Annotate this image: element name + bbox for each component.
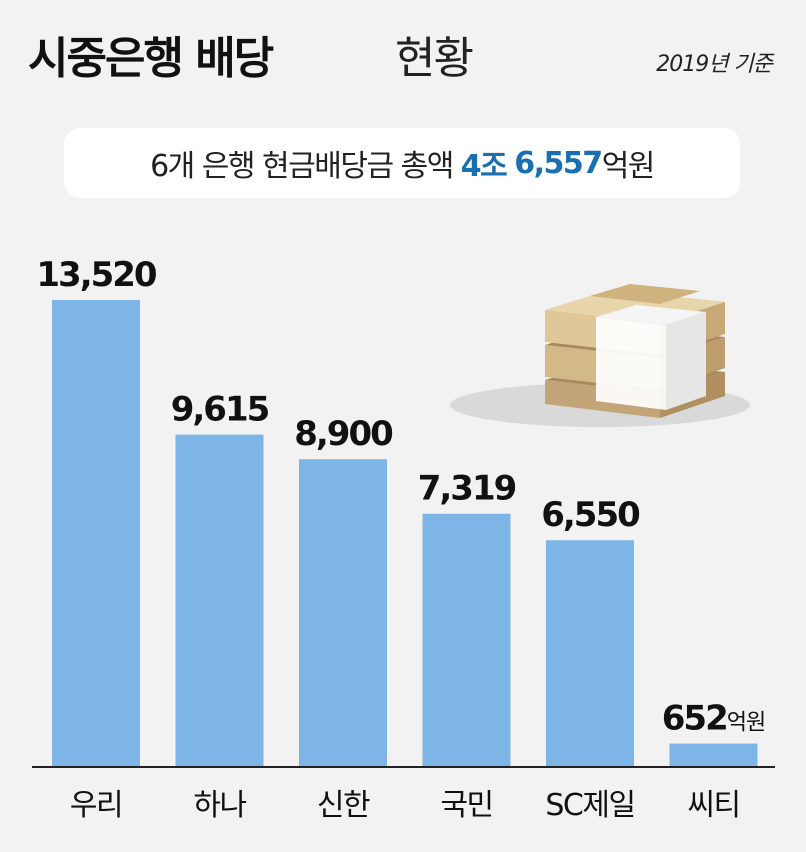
value-label-4: 6,550: [541, 495, 640, 535]
value-unit-label: 억원: [727, 711, 765, 736]
page-title: 시중은행 배당: [28, 33, 274, 84]
category-label-1: 하나: [193, 788, 246, 823]
value-label-5: 652억원: [662, 699, 765, 739]
category-label-4: SC제일: [545, 788, 634, 823]
value-label-1: 9,615: [171, 390, 269, 430]
bar-1: [175, 434, 264, 766]
category-label-2: 신한: [317, 788, 370, 823]
page-title-suffix: 현황: [395, 33, 474, 84]
category-label-3: 국민: [440, 788, 492, 823]
total-summary-box: 6개 은행 현금배당금 총액 4조 6,557 억원: [64, 128, 740, 198]
value-label-3: 7,319: [418, 469, 516, 509]
category-label-5: 씨티: [687, 788, 739, 823]
value-label-0: 13,520: [36, 255, 157, 295]
total-summary-prefix: 6개 은행 현금배당금 총액: [150, 149, 454, 184]
total-summary-value-hundred-million: 6,557: [514, 145, 603, 181]
money-stack-icon: [450, 284, 750, 427]
bar-5: [669, 743, 758, 766]
bar-2: [299, 459, 387, 766]
total-summary-unit: 억원: [601, 149, 656, 184]
bar-4: [546, 540, 634, 766]
value-label-2: 8,900: [294, 414, 393, 454]
category-label-0: 우리: [70, 788, 122, 823]
bar-3: [422, 513, 511, 766]
total-summary-value-trillion: 4조: [460, 149, 508, 184]
bar-0: [52, 300, 140, 766]
basis-date-label: 2019년 기준: [656, 52, 773, 77]
